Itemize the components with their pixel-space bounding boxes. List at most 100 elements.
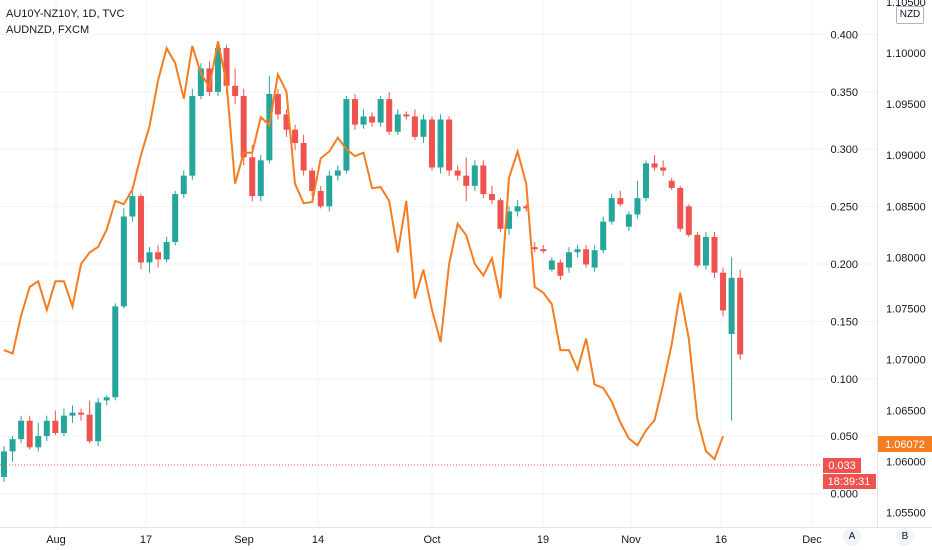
- candle-body[interactable]: [18, 420, 25, 440]
- candle-body[interactable]: [240, 96, 247, 158]
- countdown-label-bg: [823, 474, 876, 489]
- candle-body[interactable]: [206, 68, 213, 92]
- candle-body[interactable]: [583, 249, 590, 265]
- candle-body[interactable]: [660, 167, 667, 171]
- candle-body[interactable]: [274, 93, 281, 115]
- right-tick-label: 1.09000: [886, 150, 926, 162]
- candle-body[interactable]: [702, 236, 709, 266]
- candle-body[interactable]: [488, 194, 495, 201]
- candle-body[interactable]: [189, 96, 196, 176]
- candle-body[interactable]: [1, 451, 7, 477]
- candle-body[interactable]: [232, 85, 239, 96]
- candle-body[interactable]: [651, 163, 658, 168]
- candle-body[interactable]: [608, 198, 615, 222]
- candle-body[interactable]: [249, 157, 256, 197]
- candle-body[interactable]: [411, 116, 418, 137]
- candle-body[interactable]: [694, 234, 701, 266]
- candle-body[interactable]: [292, 129, 299, 143]
- candle-body[interactable]: [155, 252, 162, 260]
- candle-body[interactable]: [129, 196, 136, 217]
- candle-body[interactable]: [617, 198, 624, 205]
- candle-body[interactable]: [446, 119, 453, 171]
- currency-badge[interactable]: NZD: [896, 6, 924, 24]
- candle-body[interactable]: [95, 402, 102, 442]
- candle-body[interactable]: [326, 175, 333, 207]
- auto-scale-button[interactable]: A: [843, 528, 861, 546]
- candle-body[interactable]: [35, 436, 42, 448]
- right-axis-divider: [877, 0, 878, 528]
- candle-body[interactable]: [643, 163, 649, 199]
- candle-body[interactable]: [737, 277, 744, 355]
- candle-body[interactable]: [360, 116, 367, 125]
- candle-body[interactable]: [26, 420, 33, 448]
- candle-body[interactable]: [386, 99, 393, 132]
- right-tick-label: 1.07000: [886, 354, 926, 366]
- candle-body[interactable]: [377, 99, 384, 123]
- candle-body[interactable]: [180, 175, 187, 195]
- candle-body[interactable]: [497, 200, 504, 229]
- candle-body[interactable]: [86, 414, 93, 442]
- candle-body[interactable]: [146, 252, 153, 263]
- candle-body[interactable]: [454, 170, 461, 176]
- candle-body[interactable]: [317, 190, 324, 207]
- candle-body[interactable]: [523, 206, 530, 209]
- candle-body[interactable]: [137, 196, 144, 263]
- candle-body[interactable]: [557, 262, 564, 276]
- candle-body[interactable]: [351, 99, 358, 125]
- candle-body[interactable]: [60, 415, 67, 434]
- candle-body[interactable]: [112, 306, 119, 398]
- candle-body[interactable]: [437, 119, 444, 168]
- candle-body[interactable]: [506, 211, 513, 229]
- candle-body[interactable]: [309, 170, 316, 191]
- candle-body[interactable]: [591, 250, 598, 268]
- candle-body[interactable]: [728, 277, 735, 334]
- candle-body[interactable]: [685, 206, 692, 235]
- candle-body[interactable]: [394, 114, 401, 132]
- candle-body[interactable]: [215, 48, 221, 92]
- candle-body[interactable]: [480, 165, 487, 195]
- candle-body[interactable]: [257, 160, 264, 197]
- scale-mode-button[interactable]: B: [896, 528, 914, 546]
- candle-body[interactable]: [78, 412, 85, 415]
- candle-body[interactable]: [625, 214, 632, 227]
- candle-body[interactable]: [429, 119, 435, 168]
- candle-body[interactable]: [531, 247, 538, 250]
- x-axis[interactable]: Aug 17 Sep 14 Oct 19 Nov 16 Dec: [46, 534, 822, 546]
- candle-body[interactable]: [334, 170, 341, 176]
- candle-body[interactable]: [574, 249, 581, 253]
- candle-body[interactable]: [540, 249, 547, 252]
- candle-body[interactable]: [600, 221, 607, 251]
- candle-body[interactable]: [403, 114, 410, 117]
- candle-body[interactable]: [565, 252, 572, 268]
- candle-body[interactable]: [343, 99, 350, 171]
- candle-body[interactable]: [172, 194, 179, 243]
- candle-body[interactable]: [711, 236, 718, 273]
- candlestick-series[interactable]: [1, 44, 744, 483]
- candle-body[interactable]: [514, 206, 521, 212]
- candle-body[interactable]: [103, 397, 110, 401]
- candle-body[interactable]: [420, 119, 427, 137]
- candle-body[interactable]: [266, 93, 273, 161]
- candle-body[interactable]: [197, 68, 204, 96]
- candle-body[interactable]: [9, 439, 16, 452]
- candle-body[interactable]: [548, 260, 555, 270]
- candle-body[interactable]: [43, 420, 50, 437]
- candle-body[interactable]: [69, 412, 76, 416]
- candle-body[interactable]: [52, 420, 59, 434]
- candle-body[interactable]: [677, 187, 684, 229]
- left-axis[interactable]: 0.000 0.050 0.100 0.150 0.200 0.250 0.300 0.350…: [830, 29, 858, 500]
- candle-body[interactable]: [120, 216, 127, 307]
- candle-body[interactable]: [163, 242, 170, 260]
- right-axis[interactable]: 1.05500 1.06000 1.06500 1.07000 1.07500 1.080…: [886, 0, 926, 520]
- candle-body[interactable]: [634, 198, 641, 215]
- candle-body[interactable]: [283, 114, 290, 130]
- candle-body[interactable]: [471, 165, 478, 186]
- spread-line-series[interactable]: [3, 41, 724, 461]
- candle-body[interactable]: [668, 180, 675, 188]
- candle-body[interactable]: [463, 175, 470, 186]
- candle-body[interactable]: [720, 272, 727, 311]
- candle-body[interactable]: [369, 116, 376, 123]
- candle-body[interactable]: [223, 48, 230, 86]
- candle-body[interactable]: [300, 142, 307, 171]
